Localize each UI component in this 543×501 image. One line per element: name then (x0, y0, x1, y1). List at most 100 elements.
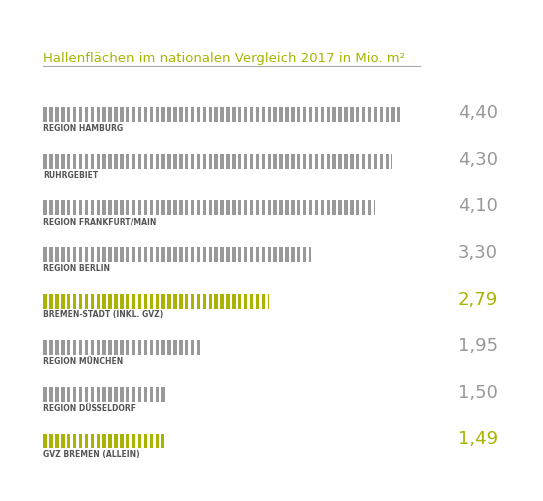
Bar (79, 200, 82, 215)
Bar (274, 154, 277, 169)
Bar (167, 247, 171, 262)
Bar (173, 154, 176, 169)
Bar (191, 294, 194, 309)
Bar (256, 247, 259, 262)
Bar (374, 200, 376, 215)
Bar (144, 107, 147, 122)
Bar (185, 107, 188, 122)
Bar (150, 433, 153, 448)
Bar (297, 200, 300, 215)
Text: GVZ BREMEN (ALLEIN): GVZ BREMEN (ALLEIN) (43, 450, 140, 459)
Bar (332, 107, 336, 122)
Bar (91, 154, 94, 169)
Bar (79, 433, 82, 448)
Bar (332, 154, 336, 169)
Bar (244, 247, 248, 262)
Bar (315, 107, 318, 122)
Bar (256, 154, 259, 169)
Bar (132, 294, 135, 309)
Bar (209, 247, 212, 262)
Bar (244, 107, 248, 122)
Bar (173, 107, 176, 122)
Text: 4,40: 4,40 (458, 104, 498, 122)
Bar (79, 154, 82, 169)
Bar (209, 154, 212, 169)
Bar (268, 294, 269, 309)
Bar (256, 200, 259, 215)
Bar (49, 200, 53, 215)
Bar (61, 433, 65, 448)
Bar (214, 247, 218, 262)
Bar (132, 154, 135, 169)
Bar (315, 200, 318, 215)
Bar (356, 107, 359, 122)
Bar (167, 154, 171, 169)
Bar (291, 247, 294, 262)
Bar (303, 154, 306, 169)
Bar (326, 154, 330, 169)
Bar (120, 200, 123, 215)
Bar (97, 247, 100, 262)
Bar (250, 200, 253, 215)
Bar (43, 200, 47, 215)
Bar (197, 107, 200, 122)
Bar (279, 247, 283, 262)
Bar (185, 200, 188, 215)
Bar (67, 294, 71, 309)
Bar (191, 200, 194, 215)
Bar (155, 107, 159, 122)
Bar (214, 294, 218, 309)
Bar (138, 387, 141, 402)
Bar (386, 154, 389, 169)
Bar (185, 247, 188, 262)
Bar (209, 107, 212, 122)
Bar (220, 107, 224, 122)
Bar (238, 154, 242, 169)
Bar (91, 387, 94, 402)
Bar (49, 294, 53, 309)
Bar (238, 200, 242, 215)
Bar (262, 247, 265, 262)
Bar (285, 107, 289, 122)
Bar (161, 247, 165, 262)
Bar (244, 294, 248, 309)
Bar (114, 294, 118, 309)
Bar (67, 340, 71, 355)
Bar (197, 247, 200, 262)
Bar (85, 294, 88, 309)
Bar (114, 247, 118, 262)
Bar (262, 200, 265, 215)
Bar (120, 294, 123, 309)
Bar (244, 154, 248, 169)
Bar (120, 107, 123, 122)
Bar (73, 247, 77, 262)
Bar (291, 200, 294, 215)
Bar (179, 294, 182, 309)
Bar (173, 340, 176, 355)
Bar (114, 433, 118, 448)
Text: REGION FRANKFURT/MAIN: REGION FRANKFURT/MAIN (43, 217, 157, 226)
Text: BREMEN-STADT (INKL. GVZ): BREMEN-STADT (INKL. GVZ) (43, 311, 163, 320)
Bar (350, 107, 353, 122)
Bar (79, 247, 82, 262)
Bar (285, 154, 289, 169)
Bar (161, 433, 164, 448)
Bar (268, 107, 271, 122)
Bar (262, 107, 265, 122)
Bar (191, 340, 194, 355)
Bar (49, 247, 53, 262)
Bar (97, 433, 100, 448)
Bar (120, 433, 123, 448)
Bar (238, 247, 242, 262)
Bar (256, 107, 259, 122)
Bar (103, 387, 106, 402)
Bar (214, 107, 218, 122)
Bar (386, 107, 389, 122)
Bar (250, 294, 253, 309)
Bar (167, 107, 171, 122)
Bar (55, 433, 59, 448)
Bar (138, 433, 141, 448)
Bar (197, 200, 200, 215)
Bar (262, 294, 265, 309)
Bar (279, 200, 283, 215)
